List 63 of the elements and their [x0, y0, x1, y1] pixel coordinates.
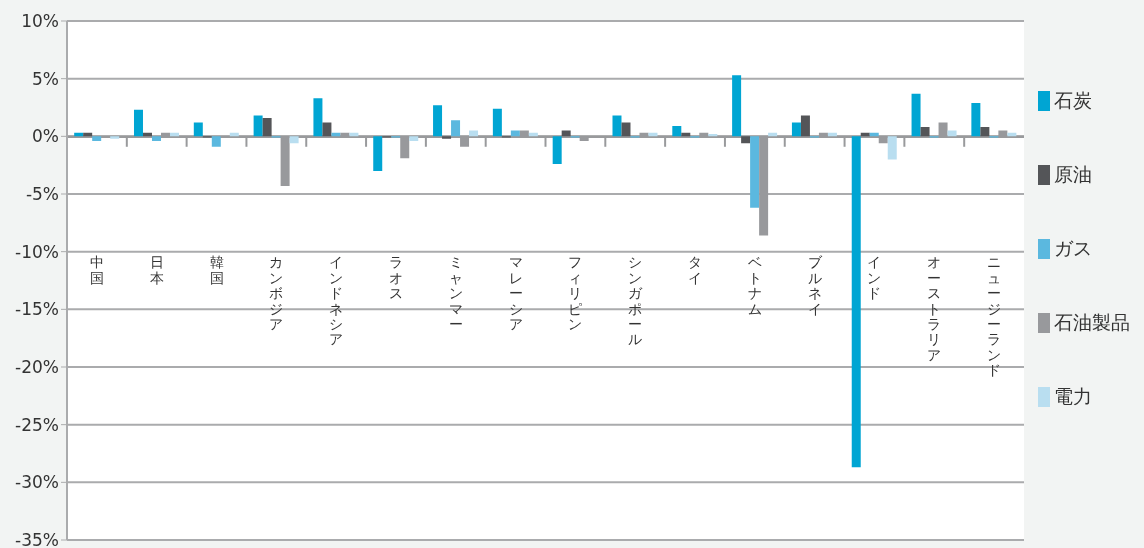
x-tick-label: タイ [688, 254, 703, 286]
x-tick-label: ベトナム [747, 254, 762, 317]
y-tick-label: -35% [15, 530, 59, 548]
bar [791, 122, 801, 137]
bar [409, 136, 419, 141]
x-tick-label: オーストラリア [927, 254, 942, 363]
x-tick-label: マレーシア [508, 254, 523, 332]
x-tick-label: カンボジア [269, 254, 284, 332]
x-tick-label: ミャンマー [448, 254, 463, 332]
bar [672, 125, 682, 137]
y-tick-label: -10% [15, 241, 59, 262]
bar [211, 136, 221, 147]
bar [289, 136, 299, 144]
bar [920, 127, 930, 137]
x-tick-label: インド [867, 254, 882, 302]
x-tick-label: インドネシア [329, 254, 344, 348]
bar [313, 98, 323, 137]
x-tick-label: 中国 [89, 254, 104, 286]
bar [322, 122, 332, 137]
bar [262, 117, 272, 137]
bar [750, 136, 760, 208]
bar [800, 115, 810, 137]
legend-label: 石油製品 [1054, 310, 1130, 335]
y-tick-label: 5% [32, 68, 59, 89]
bar [980, 127, 990, 137]
x-tick-label: 日本 [149, 254, 164, 286]
bar [851, 136, 861, 468]
y-tick-label: -5% [25, 184, 59, 205]
bar [193, 122, 203, 137]
legend-label: 原油 [1054, 162, 1092, 187]
y-tick-label: -20% [15, 357, 59, 378]
legend-label: ガス [1054, 236, 1092, 261]
legend-label: 電力 [1054, 384, 1092, 409]
bar [732, 75, 742, 137]
bar [442, 136, 452, 139]
bar [110, 136, 120, 139]
bar [887, 136, 897, 160]
x-tick-label: シンガポール [628, 254, 644, 348]
y-tick-label: -15% [15, 299, 59, 320]
bar [151, 136, 161, 141]
bar [971, 102, 981, 137]
bar [253, 115, 263, 137]
legend-label: 石炭 [1054, 88, 1092, 113]
x-tick-label: 韓国 [209, 254, 224, 286]
bar [373, 136, 383, 171]
x-tick-label: フィリピン [568, 254, 583, 332]
y-tick-label: 0% [32, 126, 59, 147]
x-tick-label: ラオス [388, 254, 403, 302]
bar [552, 136, 562, 165]
x-tick-label: ニュージーランド [987, 254, 1002, 379]
bar [433, 105, 443, 137]
bar [133, 109, 143, 137]
bar [612, 115, 622, 137]
bar [92, 136, 102, 141]
bar [451, 120, 461, 137]
y-tick-label: -25% [15, 414, 59, 435]
x-tick-label: ブルネイ [807, 254, 823, 317]
y-tick-label: -30% [15, 472, 59, 493]
y-tick-label: 10% [21, 11, 59, 32]
bar [621, 122, 631, 137]
bar [741, 136, 751, 144]
bar [492, 108, 502, 137]
bar [911, 93, 921, 137]
